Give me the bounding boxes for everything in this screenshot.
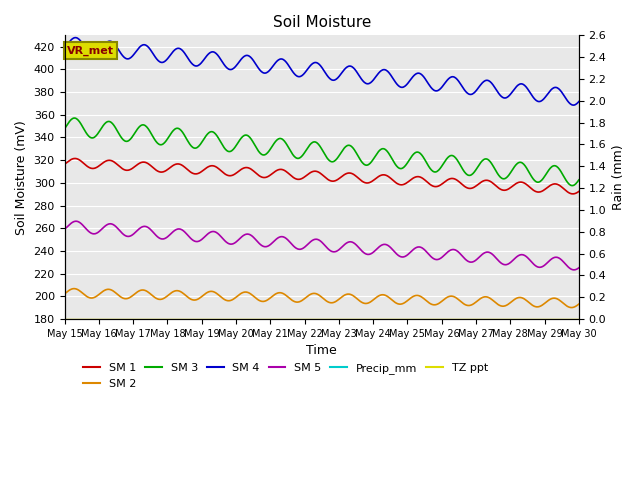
X-axis label: Time: Time bbox=[307, 344, 337, 357]
Y-axis label: Soil Moisture (mV): Soil Moisture (mV) bbox=[15, 120, 28, 235]
Legend: SM 1, SM 2, SM 3, SM 4, SM 5, Precip_mm, TZ ppt: SM 1, SM 2, SM 3, SM 4, SM 5, Precip_mm,… bbox=[79, 359, 492, 393]
Title: Soil Moisture: Soil Moisture bbox=[273, 15, 371, 30]
Text: VR_met: VR_met bbox=[67, 46, 114, 56]
Y-axis label: Rain (mm): Rain (mm) bbox=[612, 144, 625, 210]
